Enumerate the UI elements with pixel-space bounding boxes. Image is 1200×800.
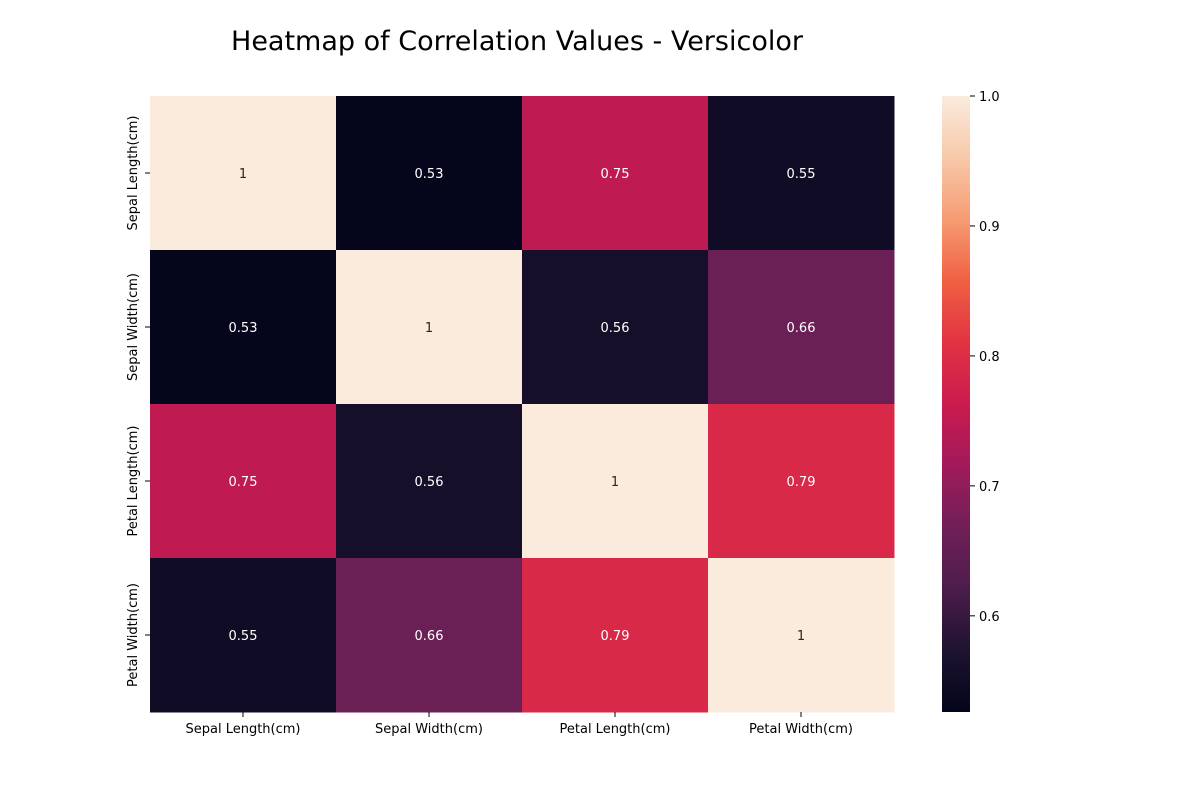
cell-value-label: 0.56 (601, 321, 630, 336)
heatmap-cell (150, 96, 337, 251)
colorbar-tick-label: 0.9 (979, 220, 1000, 235)
y-tick-label: Petal Width(cm) (126, 583, 141, 687)
cell-value-label: 0.66 (415, 629, 444, 644)
cell-value-label: 0.79 (601, 629, 630, 644)
colorbar-tick-label: 1.0 (979, 90, 1000, 105)
cell-value-label: 0.66 (787, 321, 816, 336)
cell-value-label: 1 (425, 321, 433, 336)
y-tick-label: Sepal Width(cm) (126, 273, 141, 381)
heatmap-cell (708, 250, 895, 405)
cell-value-label: 0.75 (601, 167, 630, 182)
colorbar (942, 96, 970, 712)
cell-value-label: 0.56 (415, 475, 444, 490)
heatmap-cell (522, 404, 709, 559)
colorbar-tick-label: 0.8 (979, 350, 1000, 365)
heatmap-cell (522, 558, 709, 713)
heatmap-cell (150, 404, 337, 559)
heatmap-cell (150, 250, 337, 405)
y-tick-label: Sepal Length(cm) (126, 115, 141, 230)
heatmap-cell (336, 96, 523, 251)
x-tick-label: Sepal Width(cm) (375, 722, 483, 737)
x-tick-label: Sepal Length(cm) (185, 722, 300, 737)
cell-value-label: 0.55 (229, 629, 258, 644)
cell-value-label: 0.55 (787, 167, 816, 182)
x-tick-label: Petal Width(cm) (749, 722, 853, 737)
cell-value-label: 1 (797, 629, 805, 644)
chart-title: Heatmap of Correlation Values - Versicol… (231, 26, 803, 57)
heatmap-cell (150, 558, 337, 713)
colorbar-tick-label: 0.6 (979, 610, 1000, 625)
heatmap-cell (708, 558, 895, 713)
cell-value-label: 0.75 (229, 475, 258, 490)
cell-value-label: 0.79 (787, 475, 816, 490)
heatmap-cell (336, 558, 523, 713)
heatmap-cell (336, 404, 523, 559)
heatmap-cell (708, 96, 895, 251)
cell-value-label: 0.53 (415, 167, 444, 182)
cell-value-label: 1 (611, 475, 619, 490)
heatmap-cell (336, 250, 523, 405)
y-tick-label: Petal Length(cm) (126, 426, 141, 537)
heatmap-cell (522, 96, 709, 251)
heatmap-cell (522, 250, 709, 405)
heatmap-cell (708, 404, 895, 559)
cell-value-label: 1 (239, 167, 247, 182)
x-tick-label: Petal Length(cm) (560, 722, 671, 737)
colorbar-tick-label: 0.7 (979, 480, 1000, 495)
cell-value-label: 0.53 (229, 321, 258, 336)
